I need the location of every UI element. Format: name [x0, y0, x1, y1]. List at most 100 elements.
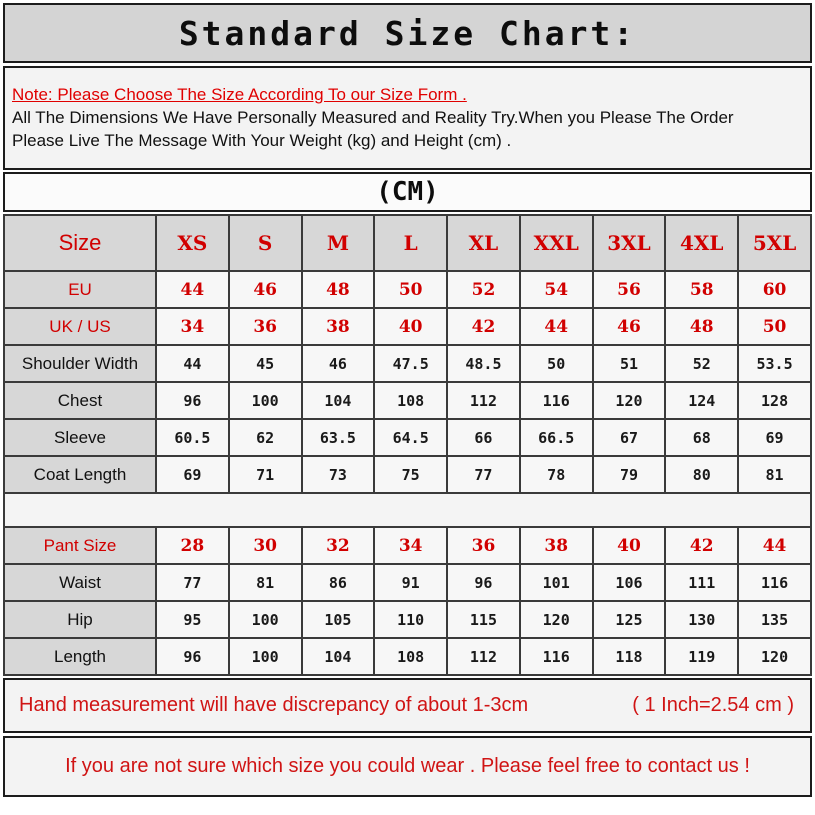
value-cell: 77 — [446, 455, 521, 494]
value-cell: 69 — [737, 418, 812, 457]
inch-conversion-text: ( 1 Inch=2.54 cm ) — [632, 694, 794, 716]
size-chart-page: Standard Size Chart: Note: Please Choose… — [3, 0, 812, 797]
value-cell: 58 — [664, 270, 740, 309]
row-label: Pant Size — [3, 526, 157, 565]
value-cell: 44 — [518, 307, 594, 346]
row-label: Sleeve — [3, 418, 157, 457]
value-cell: 32 — [300, 526, 376, 565]
value-cell: 81 — [227, 563, 303, 602]
value-cell: 112 — [446, 381, 521, 420]
value-cell: 36 — [227, 307, 303, 346]
value-cell: 45 — [227, 344, 303, 383]
value-cell: 44 — [737, 526, 812, 565]
table-row: Length 96 100 104 108 112 116 118 119 120 — [3, 637, 812, 676]
value-cell: 50 — [373, 270, 449, 309]
value-cell: 91 — [373, 563, 449, 602]
value-cell: 69 — [155, 455, 230, 494]
value-cell: 118 — [591, 637, 667, 676]
value-cell: 67 — [591, 418, 667, 457]
value-cell: 95 — [155, 600, 230, 639]
value-cell: 62 — [227, 418, 303, 457]
value-cell: 42 — [446, 307, 521, 346]
value-cell: 60.5 — [155, 418, 230, 457]
value-cell: 86 — [300, 563, 376, 602]
value-cell: 78 — [518, 455, 594, 494]
value-cell: 40 — [373, 307, 449, 346]
size-column-header: L — [373, 214, 449, 272]
size-table-body: EU 44 46 48 50 52 54 56 58 60 UK / US 34 36 38 40 42 44 4… — [3, 270, 812, 676]
value-cell: 135 — [737, 600, 812, 639]
page-title: Standard Size Chart: — [3, 3, 812, 63]
value-cell: 44 — [155, 344, 230, 383]
table-row — [3, 492, 812, 528]
value-cell: 47.5 — [373, 344, 449, 383]
value-cell: 73 — [300, 455, 376, 494]
value-cell: 120 — [518, 600, 594, 639]
row-label: Waist — [3, 563, 157, 602]
value-cell: 81 — [737, 455, 812, 494]
table-row: Waist 77 81 86 91 96 101 106 111 116 — [3, 563, 812, 602]
note-headline: Note: Please Choose The Size According T… — [12, 85, 467, 104]
note-text-line-1: All The Dimensions We Have Personally Me… — [12, 108, 734, 127]
value-cell: 100 — [227, 637, 303, 676]
value-cell: 115 — [446, 600, 521, 639]
discrepancy-text: Hand measurement will have discrepancy o… — [19, 694, 529, 716]
value-cell: 77 — [155, 563, 230, 602]
value-cell: 36 — [446, 526, 521, 565]
size-table-header-row: Size XS S M L XL XXL 3XL 4XL 5XL — [3, 214, 812, 272]
value-cell: 50 — [737, 307, 812, 346]
value-cell: 46 — [227, 270, 303, 309]
table-row: Shoulder Width 44 45 46 47.5 48.5 50 51 52 53.5 — [3, 344, 812, 383]
size-column-header: 3XL — [591, 214, 667, 272]
value-cell: 48 — [300, 270, 376, 309]
size-column-header: S — [227, 214, 303, 272]
value-cell: 110 — [373, 600, 449, 639]
unit-label: (CM) — [3, 172, 812, 212]
value-cell: 100 — [227, 381, 303, 420]
table-row: Pant Size 28 30 32 34 36 38 40 42 44 — [3, 526, 812, 565]
contact-note: If you are not sure which size you could… — [3, 736, 812, 797]
value-cell: 30 — [227, 526, 303, 565]
row-label: EU — [3, 270, 157, 309]
table-row: UK / US 34 36 38 40 42 44 46 48 50 — [3, 307, 812, 346]
row-label: Coat Length — [3, 455, 157, 494]
value-cell: 66.5 — [518, 418, 594, 457]
value-cell: 34 — [373, 526, 449, 565]
value-cell: 50 — [518, 344, 594, 383]
value-cell: 68 — [664, 418, 740, 457]
value-cell: 101 — [518, 563, 594, 602]
size-column-header: XL — [446, 214, 521, 272]
value-cell: 48 — [664, 307, 740, 346]
value-cell: 111 — [664, 563, 740, 602]
value-cell: 53.5 — [737, 344, 812, 383]
size-column-header: XS — [155, 214, 230, 272]
size-table: Size XS S M L XL XXL 3XL 4XL 5XL EU 44 46 48 50 52 54 56… — [3, 214, 812, 676]
value-cell: 128 — [737, 381, 812, 420]
value-cell: 106 — [591, 563, 667, 602]
value-cell: 52 — [446, 270, 521, 309]
size-header-label: Size — [3, 214, 157, 272]
value-cell: 66 — [446, 418, 521, 457]
table-row: Hip 95 100 105 110 115 120 125 130 135 — [3, 600, 812, 639]
value-cell: 48.5 — [446, 344, 521, 383]
note-text-line-2: Please Live The Message With Your Weight… — [12, 131, 512, 150]
value-cell: 120 — [591, 381, 667, 420]
value-cell: 46 — [591, 307, 667, 346]
row-label: Hip — [3, 600, 157, 639]
value-cell: 108 — [373, 637, 449, 676]
value-cell: 71 — [227, 455, 303, 494]
value-cell: 64.5 — [373, 418, 449, 457]
size-column-header: M — [300, 214, 376, 272]
size-column-header: 4XL — [664, 214, 740, 272]
value-cell: 120 — [737, 637, 812, 676]
value-cell: 46 — [300, 344, 376, 383]
note-box: Note: Please Choose The Size According T… — [3, 66, 812, 170]
value-cell: 60 — [737, 270, 812, 309]
value-cell: 52 — [664, 344, 740, 383]
value-cell: 28 — [155, 526, 230, 565]
value-cell: 116 — [737, 563, 812, 602]
value-cell: 38 — [300, 307, 376, 346]
value-cell: 104 — [300, 381, 376, 420]
value-cell: 63.5 — [300, 418, 376, 457]
value-cell: 34 — [155, 307, 230, 346]
